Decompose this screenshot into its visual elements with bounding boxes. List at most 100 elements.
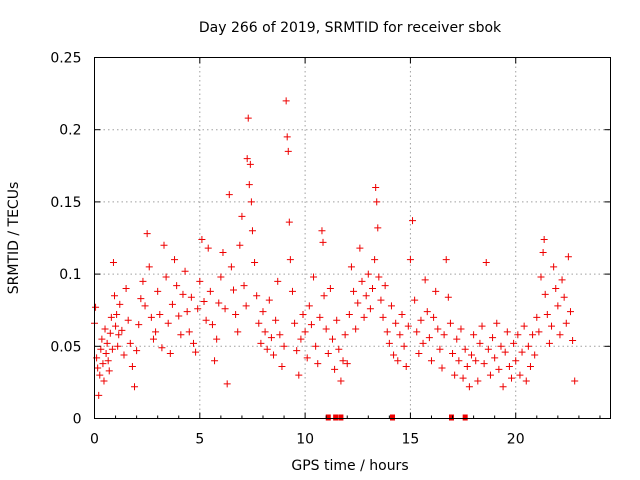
data-point — [373, 198, 381, 206]
data-point — [106, 329, 114, 337]
data-point — [288, 287, 296, 295]
data-point — [347, 263, 355, 271]
data-point — [181, 267, 189, 275]
gap-marker — [462, 414, 468, 421]
data-point — [135, 321, 143, 329]
gap-marker — [448, 414, 454, 421]
data-point — [92, 303, 100, 311]
data-point — [548, 322, 556, 330]
data-point — [540, 235, 548, 243]
data-point — [100, 377, 108, 385]
data-point — [293, 347, 301, 355]
gap-markers — [325, 414, 468, 421]
x-tick-label: 10 — [296, 432, 314, 448]
data-point — [404, 322, 412, 330]
data-point — [95, 391, 103, 399]
data-point — [278, 363, 286, 371]
data-point — [257, 339, 265, 347]
data-point — [305, 302, 313, 310]
data-point — [432, 287, 440, 295]
data-point — [571, 377, 579, 385]
data-point — [166, 350, 174, 358]
data-point — [202, 316, 210, 324]
data-point — [396, 331, 404, 339]
y-tick-labels: 0 0.05 0.1 0.15 0.2 0.25 — [50, 51, 81, 428]
data-point — [297, 335, 305, 343]
data-point — [98, 335, 106, 343]
x-tick-label: 5 — [195, 432, 204, 448]
data-point — [383, 328, 391, 336]
data-point — [285, 218, 293, 226]
data-point — [301, 328, 309, 336]
data-point — [310, 273, 318, 281]
data-point — [356, 244, 364, 252]
data-point — [421, 276, 429, 284]
data-point — [499, 383, 507, 391]
data-point — [558, 276, 566, 284]
data-point — [364, 270, 372, 278]
data-point — [318, 227, 326, 235]
data-point — [179, 290, 187, 298]
y-axis-label: SRMTID / TECUs — [6, 182, 22, 295]
data-point — [247, 198, 255, 206]
data-point — [484, 345, 492, 353]
data-point — [103, 339, 111, 347]
data-point — [505, 363, 513, 371]
y-tick-label: 0.15 — [50, 195, 81, 211]
x-axis-label: GPS time / hours — [291, 458, 408, 474]
data-point — [206, 287, 214, 295]
data-point — [219, 248, 227, 256]
data-point — [474, 377, 482, 385]
x-tick-label: 20 — [507, 432, 525, 448]
data-point — [362, 292, 370, 300]
data-point — [211, 357, 219, 365]
data-point — [131, 383, 139, 391]
data-point — [537, 273, 545, 281]
data-point — [514, 331, 522, 339]
data-point — [114, 342, 122, 350]
x-tick-labels: 0 5 10 15 20 — [90, 432, 525, 448]
data-point — [444, 293, 452, 301]
data-point — [314, 360, 322, 368]
data-point — [360, 313, 368, 321]
gap-marker — [325, 414, 331, 421]
data-point — [524, 342, 532, 350]
data-point — [470, 331, 478, 339]
data-point — [463, 363, 471, 371]
data-point — [108, 345, 116, 353]
data-point — [158, 344, 166, 352]
data-point — [529, 331, 537, 339]
data-point — [238, 212, 246, 220]
data-point — [390, 351, 398, 359]
data-point — [569, 337, 577, 345]
data-point — [243, 155, 251, 163]
data-point — [398, 311, 406, 319]
data-point — [427, 357, 435, 365]
data-point — [328, 335, 336, 343]
data-point — [177, 331, 185, 339]
data-point — [299, 311, 307, 319]
data-point — [187, 293, 195, 301]
data-point — [526, 363, 534, 371]
data-point — [539, 248, 547, 256]
data-point — [154, 287, 162, 295]
data-point — [566, 308, 574, 316]
data-point — [510, 339, 518, 347]
data-point — [101, 325, 109, 333]
data-point — [204, 244, 212, 252]
y-tick-label: 0.05 — [50, 339, 81, 355]
data-point — [419, 339, 427, 347]
gap-marker — [333, 414, 339, 421]
data-point — [192, 348, 200, 356]
data-point — [341, 331, 349, 339]
data-point — [430, 313, 438, 321]
data-point — [333, 316, 341, 324]
data-point — [162, 273, 170, 281]
data-point — [230, 286, 238, 294]
data-point — [335, 345, 343, 353]
data-point — [394, 357, 402, 365]
data-point — [118, 326, 126, 334]
data-point — [543, 311, 551, 319]
data-point — [109, 259, 117, 267]
